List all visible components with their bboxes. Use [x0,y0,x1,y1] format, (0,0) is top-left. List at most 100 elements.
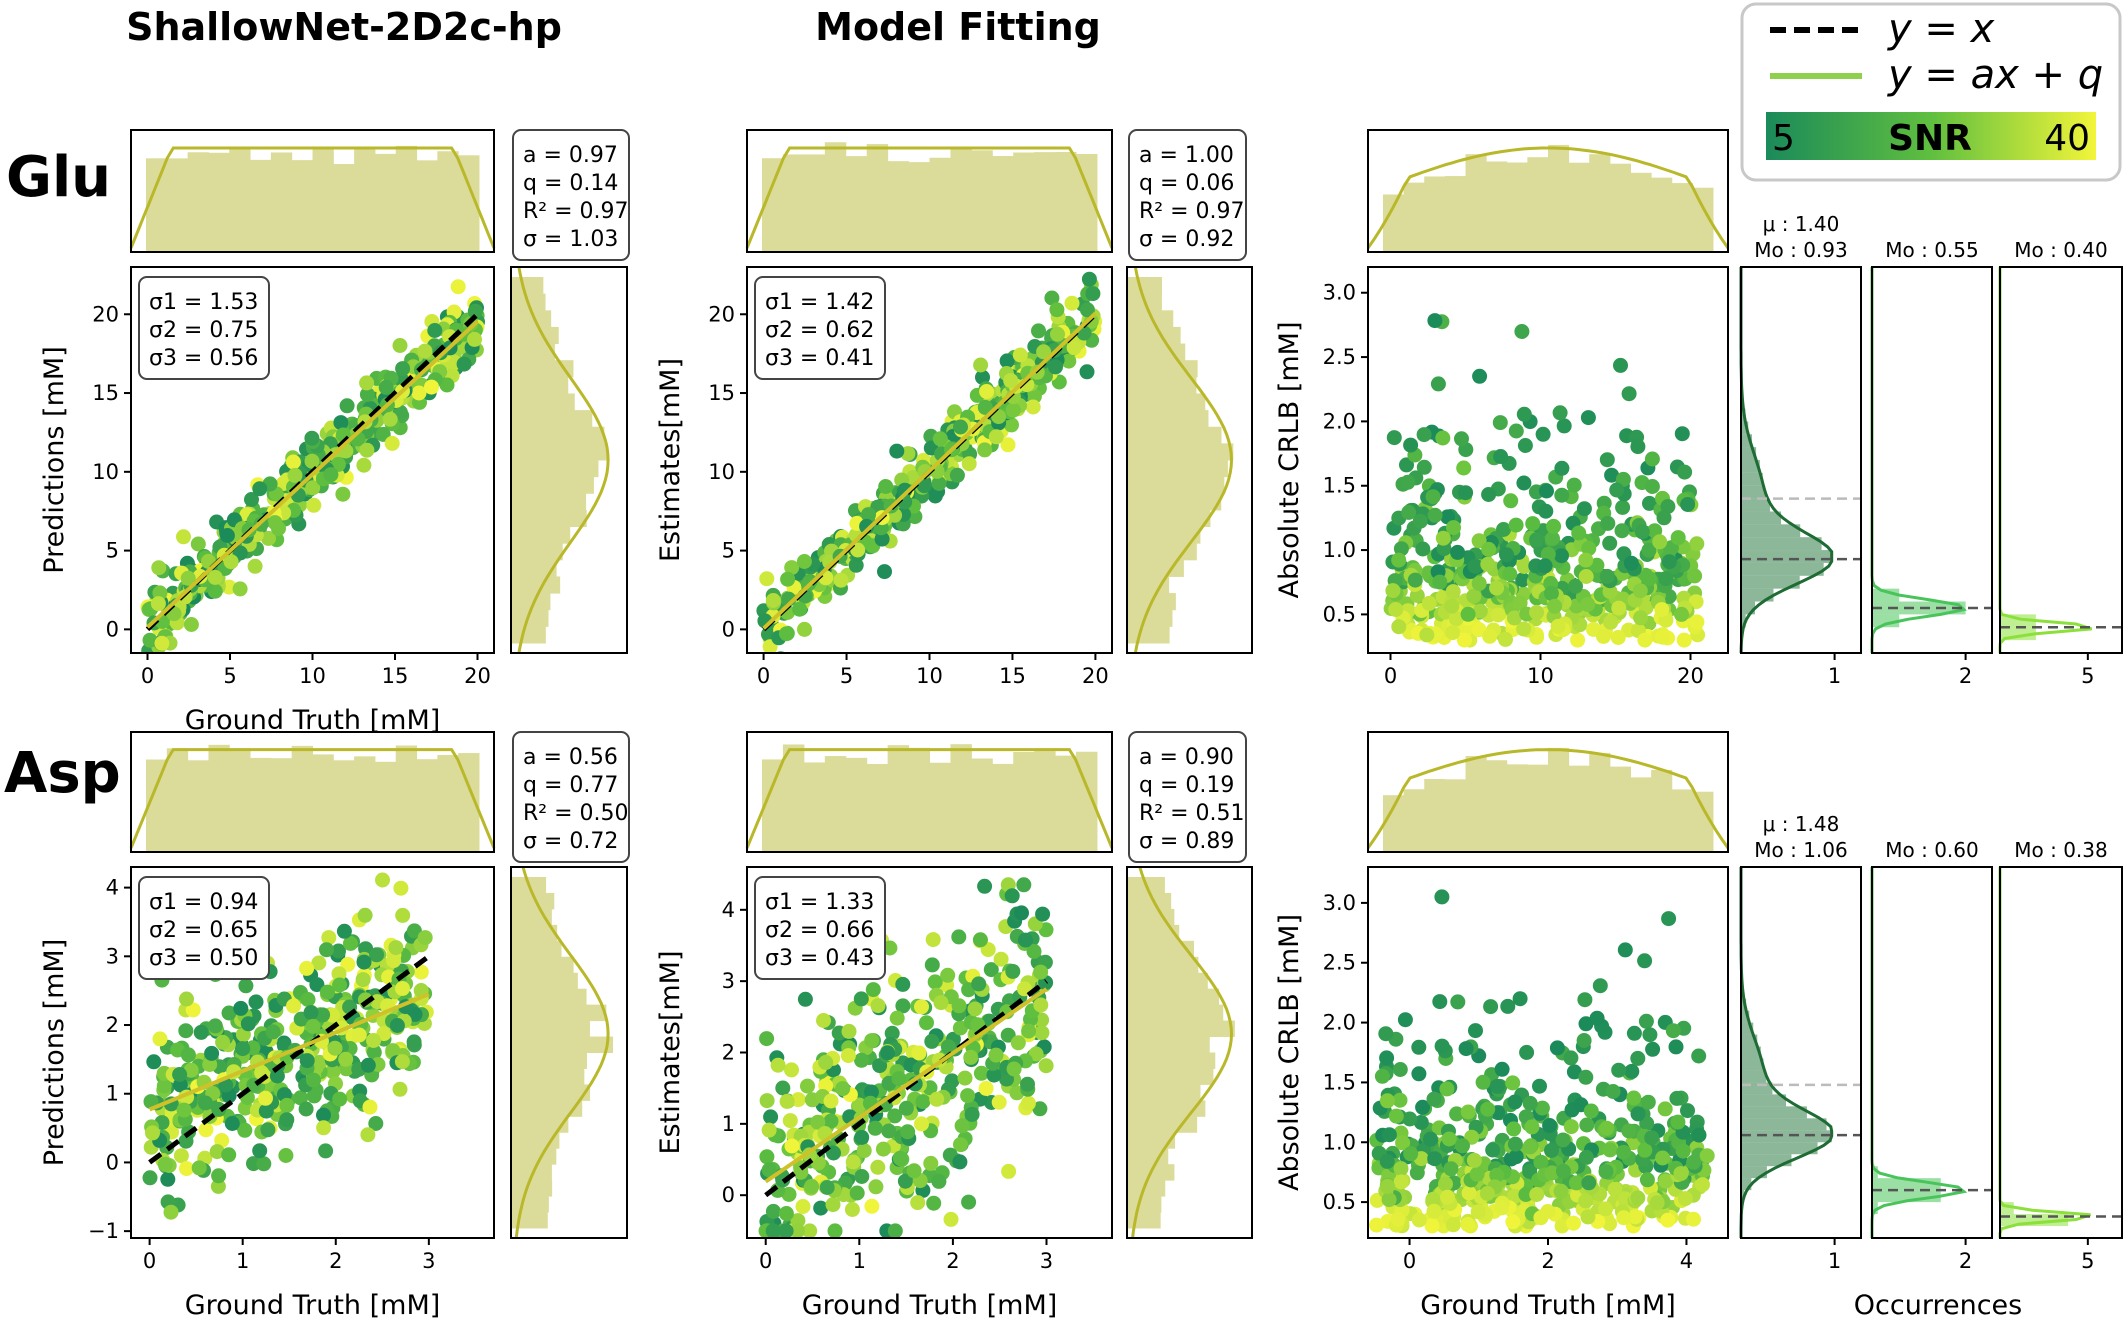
scatter-point [1505,1214,1521,1230]
x-tick-label: 1 [853,1249,866,1273]
scatter-point [926,1195,942,1211]
y-tick-label: 0.5 [1323,1190,1356,1214]
scatter-point [1615,499,1631,515]
scatter-point [1660,499,1676,514]
side-histogram-bar [511,609,549,627]
side-histogram-bar [511,972,578,990]
scatter-point [178,1023,194,1039]
scatter-point [332,1091,348,1107]
stats-box-line: σ = 1.03 [523,227,618,252]
scatter-point [1508,423,1524,439]
scatter-point [881,1123,897,1139]
scatter-point [1613,357,1628,373]
scatter-point [810,1114,826,1130]
scatter-point [221,1005,237,1021]
scatter-point [1391,619,1407,635]
side-histogram-bar [1127,310,1174,328]
scatter-point [1555,1163,1571,1179]
scatter-point [1645,1041,1661,1057]
scatter-point [1630,439,1646,455]
scatter-point [1602,584,1618,600]
scatter-point [1005,402,1021,418]
scatter-point [1669,1090,1685,1106]
sigma-box-line: σ1 = 1.53 [149,290,258,315]
top-histogram-bar [824,756,847,852]
scatter-point [160,1171,176,1187]
scatter-point [823,1093,839,1109]
scatter-point [1432,994,1448,1010]
y-tick-label: 0 [722,1183,735,1207]
y-axis-label: Absolute CRLB [mM] [1274,914,1305,1191]
scatter-point [1444,598,1460,614]
scatter-point [1507,1188,1523,1204]
scatter-point [784,1138,800,1154]
scatter-point [1440,1189,1455,1205]
scatter-point [1035,906,1051,922]
scatter-point [1668,1039,1684,1055]
scatter-point [157,1156,173,1172]
scatter-point [813,1200,829,1216]
snr-histogram-bar [1741,614,1746,628]
scatter-point [1639,1115,1655,1131]
stats-box-line: R² = 0.50 [523,801,629,826]
snr-histogram-bar [1741,434,1752,448]
side-histogram-bar [1127,426,1222,444]
side-marginal-frame [1126,266,1253,654]
side-histogram-bar [1127,908,1175,926]
scatter-point [1529,604,1545,620]
scatter-point [180,570,196,586]
scatter-point [1630,1190,1646,1206]
scatter-point [953,1137,968,1153]
snr-histogram-frame [1999,266,2123,654]
scatter-point [1566,1215,1581,1231]
scatter-point [1507,1094,1523,1110]
scatter-point [1397,1012,1413,1028]
x-tick-label: 5 [840,664,853,688]
side-histogram-bar [511,1020,590,1038]
scatter-point [887,1223,903,1238]
scatter-point [1467,558,1483,574]
scatter-point [845,1154,861,1170]
scatter-point [1432,574,1448,590]
scatter-point [1369,1217,1384,1233]
x-tick-label: 0 [759,1249,772,1273]
scatter-point [1425,489,1441,505]
scatter-point [1611,1062,1627,1078]
scatter-point [1538,503,1554,519]
y-tick-label: 1 [106,1082,119,1106]
x-tick-label: 0 [1384,664,1397,688]
scatter-point [778,1223,794,1238]
scatter-point [256,1156,272,1172]
scatter-point [1445,584,1461,600]
scatter-point [1411,1066,1427,1082]
scatter-point [1529,1187,1545,1202]
scatter-point [1605,1084,1621,1099]
scatter-point [1577,992,1593,1008]
scatter-point [1632,583,1648,599]
scatter-point [163,1204,179,1220]
y-tick-label: 5 [106,539,119,563]
scatter-point [1544,1165,1560,1181]
top-histogram-bar [291,745,313,852]
top-histogram-bar [1506,162,1528,252]
scatter-point [1568,578,1583,594]
scatter-point [816,1013,831,1028]
identity-line [764,979,1049,1198]
side-histogram-bar [511,460,599,478]
scatter-point [382,411,398,427]
top-histogram-bar [929,762,951,852]
scatter-point [1456,460,1472,476]
scatter-point [305,1018,321,1034]
scatter-point [1686,1154,1702,1170]
snr-histogram-bar [1872,1178,1941,1191]
scatter-point [759,571,775,587]
scatter-point [279,1097,295,1113]
side-histogram-bar [511,626,546,644]
scatter-point [1426,1091,1442,1107]
scatter-point [172,1067,188,1082]
scatter-point [207,1018,223,1034]
scatter-point [392,338,408,353]
scatter-point [1689,536,1705,552]
scatter-point [1483,999,1499,1015]
